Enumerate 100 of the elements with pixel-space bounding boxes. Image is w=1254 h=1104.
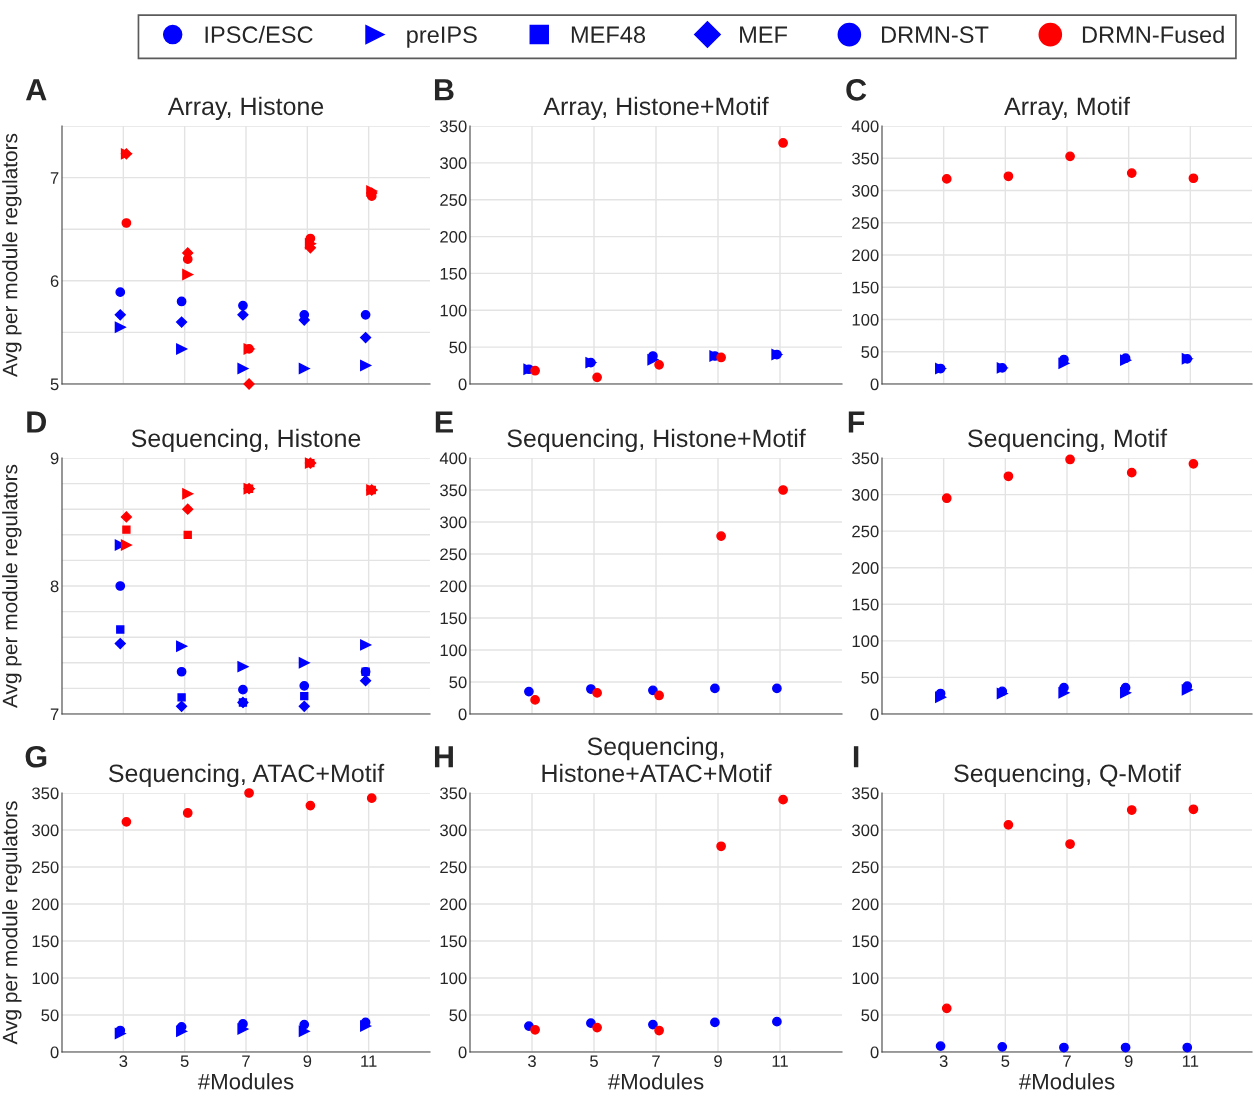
text: E xyxy=(435,411,453,433)
x-axis-title: #Modules xyxy=(1018,1073,1115,1090)
x-tick-label: 9 xyxy=(303,1055,312,1068)
y-tick-label: 0 xyxy=(870,1046,879,1059)
x-tick-label: 7 xyxy=(242,1055,250,1067)
y-tick-label: 50 xyxy=(861,346,879,358)
y-tick-label: 0 xyxy=(50,1046,59,1059)
y-tick-label: 200 xyxy=(852,562,879,574)
y-tick-label: 250 xyxy=(440,194,467,206)
y-tick-label: 150 xyxy=(440,267,467,280)
legend-label: DRMN-Fused xyxy=(1082,25,1224,44)
x-tick-label: 3 xyxy=(119,1055,128,1068)
y-tick-label: 400 xyxy=(439,452,467,465)
y-tick-label: 300 xyxy=(852,184,879,197)
y-tick-label: 100 xyxy=(32,972,59,985)
y-tick-label: 5 xyxy=(50,378,59,391)
y-tick-label: 200 xyxy=(852,898,879,911)
x-tick-label: 9 xyxy=(714,1055,722,1068)
y-tick-label: 250 xyxy=(852,525,879,538)
y-tick-label: 350 xyxy=(440,484,467,497)
x-tick-label: 5 xyxy=(180,1055,189,1068)
text: H xyxy=(434,746,453,768)
y-tick-label: 7 xyxy=(50,172,59,184)
y-tick-label: 0 xyxy=(870,378,879,391)
text: C xyxy=(846,79,867,101)
y-tick-label: 150 xyxy=(32,935,59,948)
y-tick-label: 300 xyxy=(852,488,879,501)
y-tick-label: 300 xyxy=(440,824,467,837)
y-axis-title: Avg per module regulators xyxy=(2,133,22,377)
y-tick-label: 150 xyxy=(852,598,879,611)
chart-title: Sequencing, ATAC+Motif xyxy=(108,763,385,788)
y-tick-label: 0 xyxy=(458,1046,467,1059)
x-tick-label: 11 xyxy=(361,1055,377,1067)
y-tick-label: 100 xyxy=(440,644,467,657)
chart-title: Sequencing, Histone xyxy=(131,428,361,453)
x-tick-label: 11 xyxy=(1182,1055,1199,1067)
text: I xyxy=(853,746,859,768)
y-tick-label: 200 xyxy=(440,230,467,243)
y-axis-title: Avg per module regulators xyxy=(2,801,22,1045)
y-tick-label: 250 xyxy=(440,861,467,874)
text: F xyxy=(848,411,865,433)
legend-label: MEF48 xyxy=(571,26,646,44)
y-tick-label: 50 xyxy=(861,671,879,684)
x-axis-title: #Modules xyxy=(607,1073,704,1090)
y-axis-title: Avg per module regulators xyxy=(2,464,22,708)
chart-title: Array, Histone+Motif xyxy=(543,96,769,121)
chart-title: Array, Histone xyxy=(167,96,324,121)
y-tick-label: 250 xyxy=(852,217,879,229)
y-tick-label: 300 xyxy=(440,516,467,529)
y-tick-label: 0 xyxy=(870,708,879,721)
y-tick-label: 200 xyxy=(32,898,59,911)
y-tick-label: 200 xyxy=(440,580,467,593)
y-tick-label: 150 xyxy=(852,935,879,948)
y-tick-label: 0 xyxy=(458,708,467,721)
y-tick-label: 100 xyxy=(440,304,467,317)
y-tick-label: 250 xyxy=(852,861,879,874)
y-tick-label: 300 xyxy=(852,824,879,837)
y-tick-label: 150 xyxy=(852,281,879,294)
chart-title: Sequencing, Motif xyxy=(968,428,1168,453)
y-tick-label: 100 xyxy=(440,972,467,985)
x-tick-label: 11 xyxy=(772,1055,788,1067)
x-tick-label: 7 xyxy=(652,1055,660,1067)
y-tick-label: 50 xyxy=(449,341,467,354)
y-tick-label: 350 xyxy=(440,787,467,800)
y-tick-label: 200 xyxy=(852,249,879,262)
x-tick-label: 3 xyxy=(528,1055,536,1068)
x-tick-label: 5 xyxy=(590,1055,598,1068)
y-tick-label: 300 xyxy=(32,824,59,837)
x-axis-title: #Modules xyxy=(197,1073,294,1090)
y-tick-label: 100 xyxy=(852,313,879,326)
y-tick-label: 50 xyxy=(449,676,467,689)
y-tick-label: 350 xyxy=(32,787,59,800)
y-tick-label: 350 xyxy=(852,152,879,165)
y-tick-label: 50 xyxy=(41,1009,59,1022)
y-tick-label: 350 xyxy=(852,452,879,465)
x-tick-label: 9 xyxy=(1124,1055,1133,1068)
y-tick-label: 400 xyxy=(851,120,879,133)
y-tick-label: 7 xyxy=(50,708,59,721)
y-tick-label: 150 xyxy=(440,935,467,948)
y-tick-label: 50 xyxy=(861,1009,879,1022)
text: G xyxy=(25,745,47,768)
y-tick-label: 300 xyxy=(440,157,467,170)
legend-label: preIPS xyxy=(407,26,477,48)
x-tick-label: 3 xyxy=(939,1055,948,1068)
chart-title: Sequencing, Q-Motif xyxy=(954,763,1181,788)
y-tick-label: 250 xyxy=(440,548,467,561)
chart-title: Array, Motif xyxy=(1004,96,1131,121)
y-tick-label: 50 xyxy=(449,1009,467,1022)
y-tick-label: 200 xyxy=(440,898,467,911)
y-tick-label: 6 xyxy=(50,275,59,287)
legend-label: IPSC/ESC xyxy=(205,25,313,44)
chart-title: Sequencing, Histone+ATAC+Motif xyxy=(542,736,772,783)
text: A xyxy=(25,79,47,101)
x-tick-label: 5 xyxy=(1001,1055,1010,1068)
y-tick-label: 150 xyxy=(440,612,467,625)
y-tick-label: 350 xyxy=(852,787,879,800)
y-tick-label: 8 xyxy=(50,580,59,593)
chart-title: Sequencing, Histone+Motif xyxy=(507,428,806,453)
legend-label: DRMN-ST xyxy=(882,26,989,44)
y-tick-label: 9 xyxy=(50,452,59,465)
